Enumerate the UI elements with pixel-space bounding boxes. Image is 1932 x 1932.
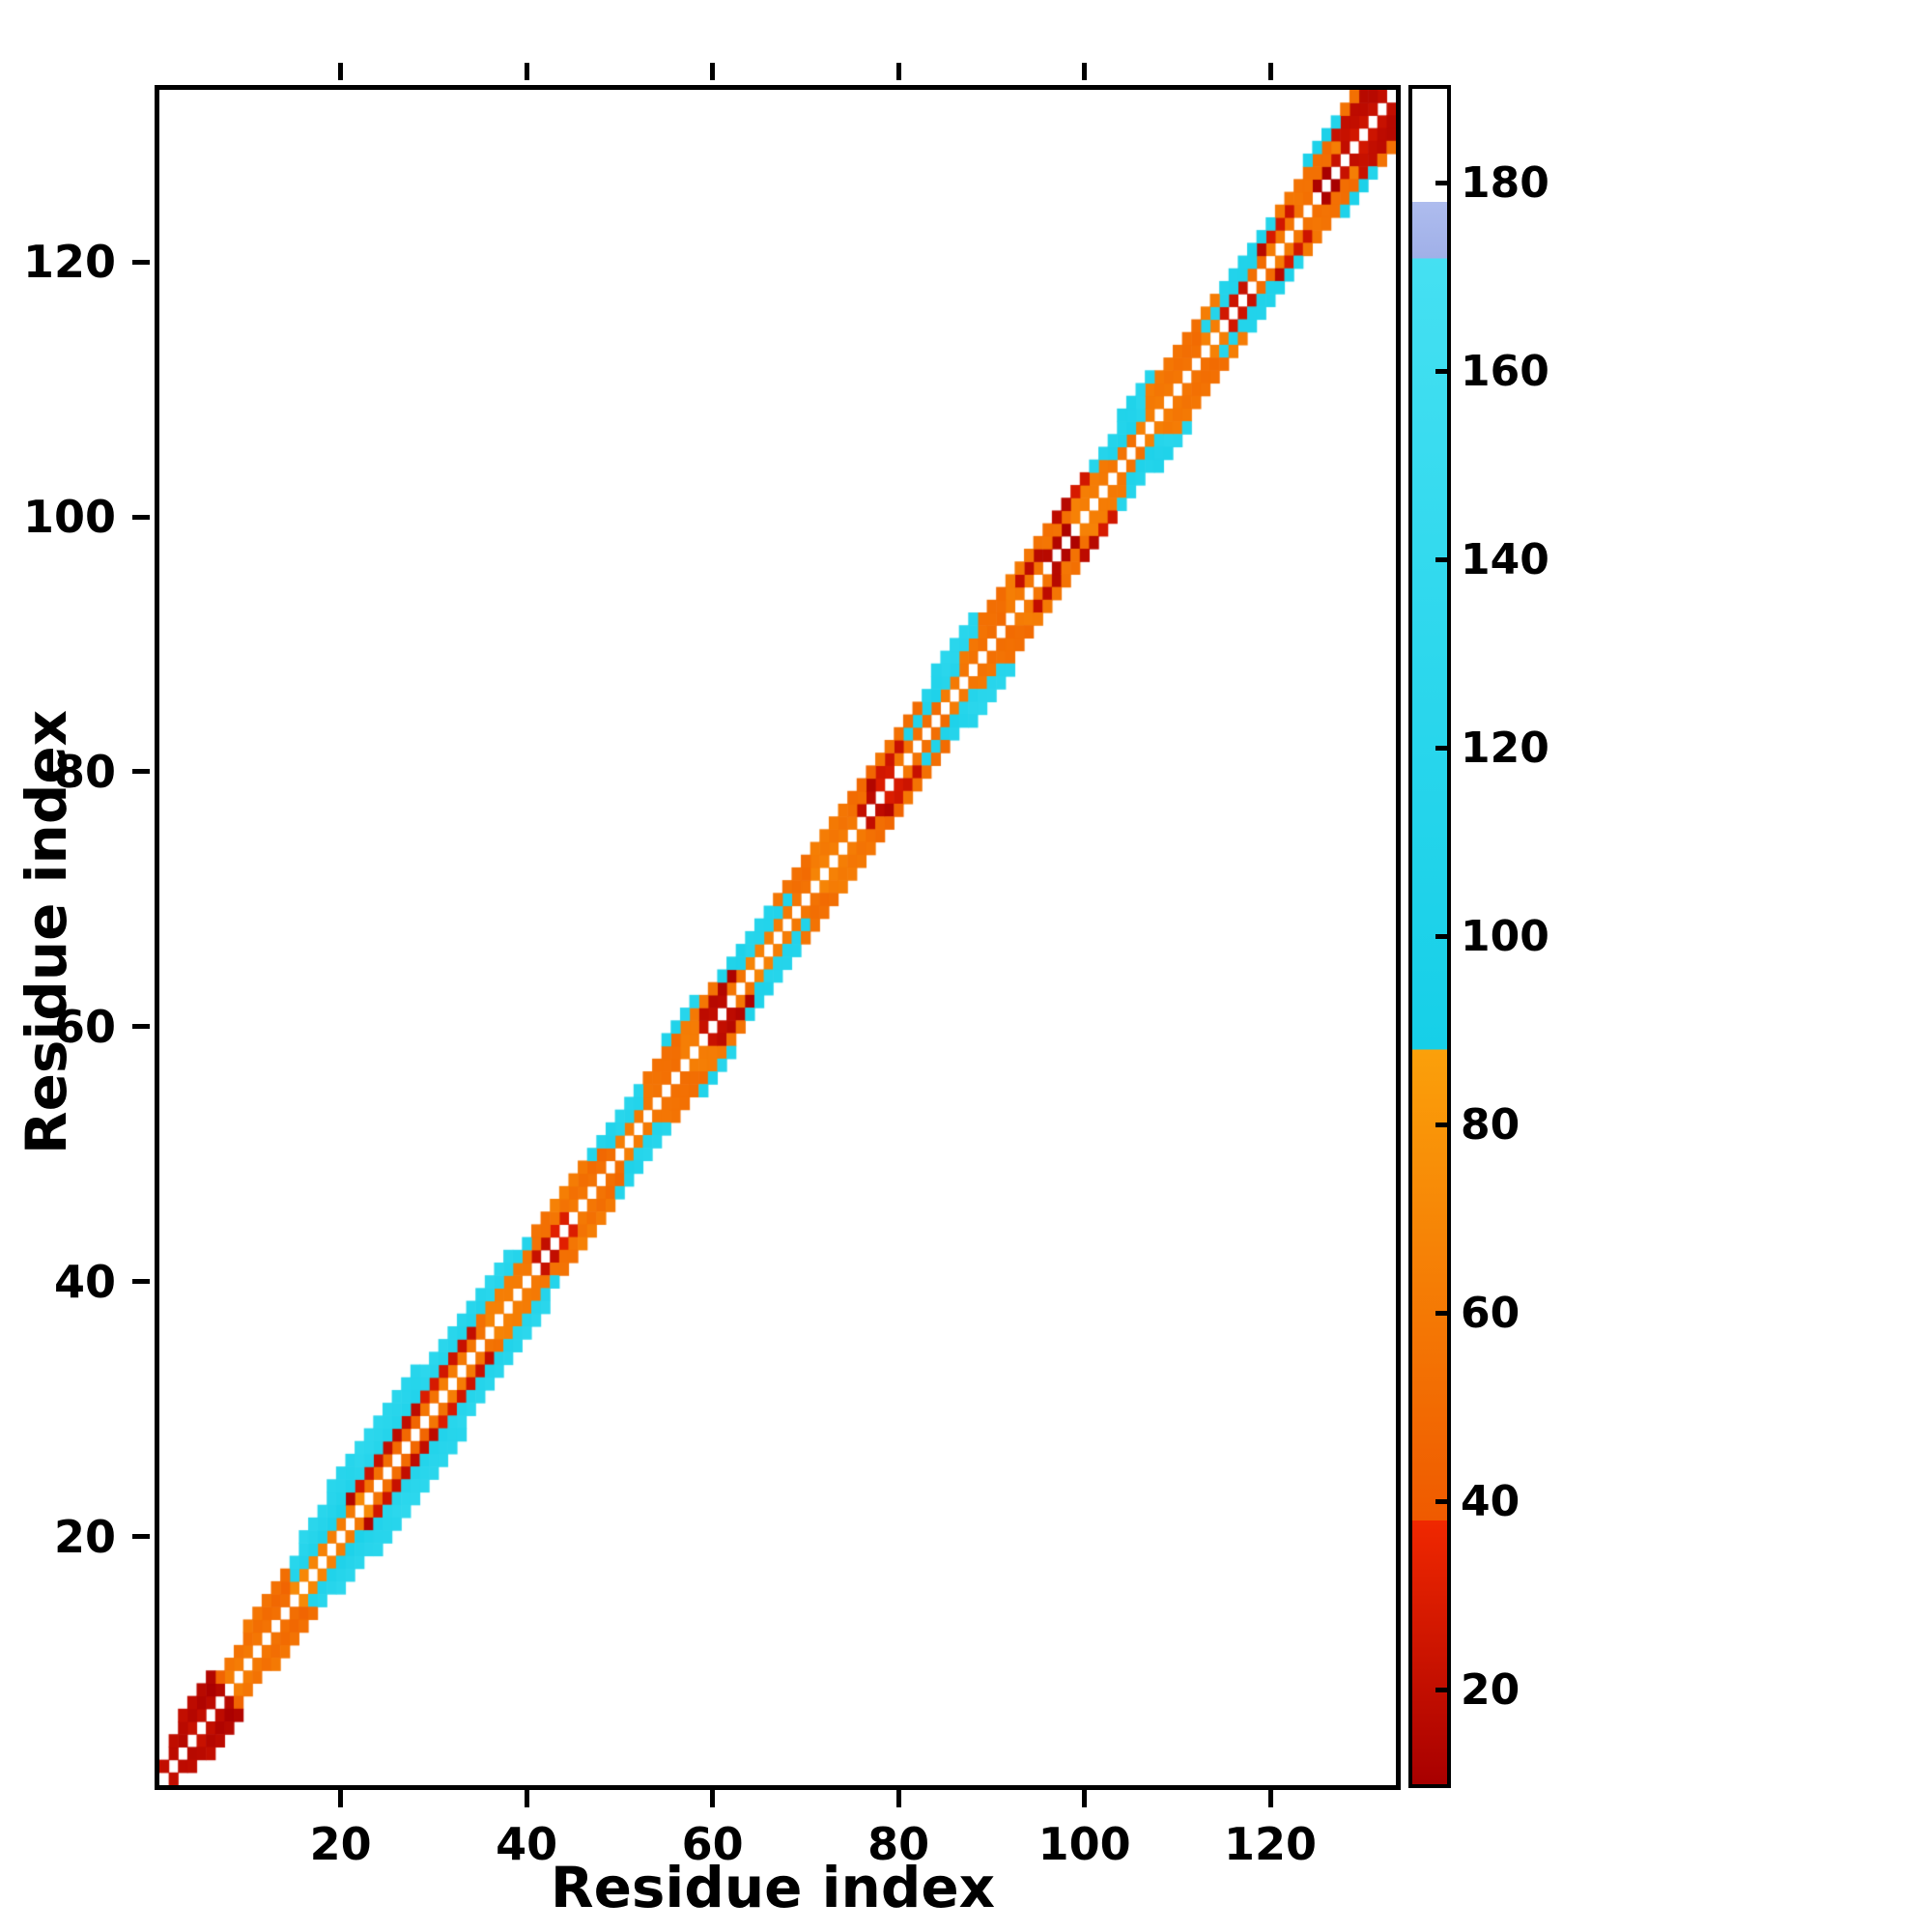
plot-area: 20 40 60 80 100 120 20 40 60 80 100 120: [23, 63, 1401, 1866]
colorbar-tick-label: 20: [1461, 1664, 1520, 1715]
x-tick-top: [524, 63, 529, 80]
x-tick-top: [895, 63, 901, 80]
y-tick-label: 40: [53, 1255, 116, 1308]
y-tick: [132, 1024, 150, 1030]
x-tick-top: [338, 63, 344, 80]
x-tick-label: 40: [496, 1818, 558, 1870]
colorbar-tick-label: 160: [1461, 346, 1549, 396]
y-tick: [132, 1534, 150, 1540]
x-tick-top: [710, 63, 716, 80]
y-tick: [132, 1279, 150, 1285]
x-axis-label: Residue index: [550, 1855, 996, 1920]
x-tick-label: 20: [309, 1818, 372, 1870]
y-tick-label: 60: [53, 1000, 116, 1053]
colorbar-tick-label: 100: [1461, 911, 1549, 961]
colorbar-tick: [1435, 746, 1451, 751]
colorbar-tick: [1435, 1688, 1451, 1692]
colorbar-tick-label: 40: [1461, 1476, 1520, 1526]
colorbar-tick: [1435, 181, 1451, 185]
colorbar-tick-label: 140: [1461, 534, 1549, 584]
x-tick: [338, 1790, 344, 1807]
x-tick: [895, 1790, 901, 1807]
colorbar-tick: [1435, 1122, 1451, 1127]
colorbar: 20 40 60 80 100 120 140 160 180: [1408, 85, 1549, 1788]
colorbar-tick: [1435, 934, 1451, 939]
x-tick: [1082, 1790, 1088, 1807]
y-tick: [132, 769, 150, 775]
colorbar-tick-label: 80: [1461, 1099, 1520, 1150]
x-tick-top: [1082, 63, 1088, 80]
y-tick-label: 120: [22, 236, 116, 289]
colorbar-tick-label: 120: [1461, 723, 1549, 773]
colorbar-tick-label: 180: [1461, 157, 1549, 208]
colorbar-tick: [1435, 1499, 1451, 1504]
y-axis-label: Residue index: [14, 709, 79, 1155]
colorbar-tick: [1435, 1311, 1451, 1316]
x-tick: [1267, 1790, 1273, 1807]
y-tick-label: 20: [53, 1510, 116, 1563]
x-tick-label: 120: [1224, 1818, 1318, 1870]
colorbar-tick: [1435, 557, 1451, 562]
colorbar-tick-label: 60: [1461, 1288, 1520, 1338]
x-tick-label: 100: [1037, 1818, 1131, 1870]
x-tick-label: 60: [681, 1818, 744, 1870]
x-tick: [524, 1790, 529, 1807]
heatmap-canvas: [159, 90, 1396, 1785]
y-tick: [132, 514, 150, 520]
y-tick-label: 80: [53, 745, 116, 798]
y-tick: [132, 259, 150, 265]
x-tick-label: 80: [867, 1818, 930, 1870]
x-tick: [710, 1790, 716, 1807]
y-tick-label: 100: [22, 491, 116, 544]
x-tick-top: [1267, 63, 1273, 80]
colorbar-tick: [1435, 369, 1451, 374]
